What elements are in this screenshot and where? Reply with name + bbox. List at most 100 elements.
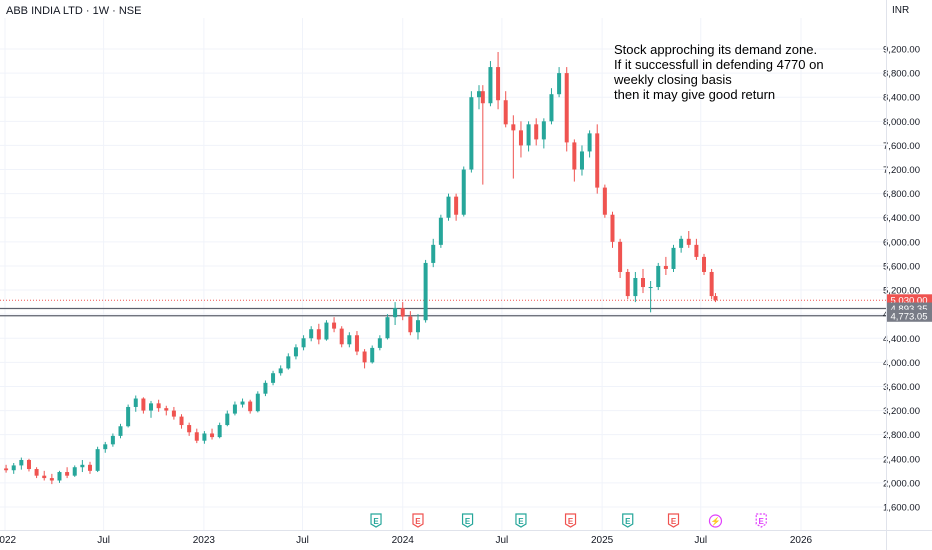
candle	[488, 61, 493, 107]
event-marker-earnings-good[interactable]: E	[370, 513, 382, 528]
candle-body	[149, 403, 154, 411]
candle	[480, 85, 485, 185]
event-marker-earnings-good[interactable]: E	[622, 513, 634, 528]
earnings-icon	[755, 513, 767, 528]
candle	[293, 344, 298, 360]
candle-body	[171, 410, 176, 417]
candle-body	[534, 124, 539, 140]
candle	[339, 326, 344, 348]
candle-body	[49, 478, 54, 481]
level-price-value: 4,893.35	[891, 304, 928, 315]
event-marker-dividend[interactable]: ⚡	[708, 514, 723, 528]
candle	[503, 91, 508, 128]
event-marker-earnings-good[interactable]: E	[515, 513, 527, 528]
candle	[255, 391, 260, 413]
candle	[286, 353, 291, 370]
candle	[618, 238, 623, 278]
candle-body	[370, 347, 375, 363]
x-tick-label: Jul	[694, 535, 707, 546]
event-marker-earnings-bad[interactable]: E	[667, 513, 680, 528]
annotation-text[interactable]: Stock approching its demand zone. If it …	[614, 42, 854, 102]
event-marker-earnings-bad[interactable]: E	[564, 513, 577, 528]
event-marker-earnings-bad[interactable]: E	[412, 513, 424, 528]
candle-body	[511, 124, 516, 131]
candle-body	[461, 169, 466, 215]
x-tick-label: 2025	[591, 535, 614, 546]
event-marker-letter: E	[373, 517, 379, 526]
candle	[309, 326, 314, 342]
candle-body	[526, 124, 531, 146]
candle	[362, 349, 367, 369]
event-marker-earnings-good[interactable]: E	[461, 513, 474, 528]
candle-body	[118, 426, 123, 436]
candle-body	[26, 459, 31, 470]
candle	[187, 422, 192, 436]
event-marker-earnings-upcoming[interactable]: E	[755, 513, 767, 528]
candle-body	[541, 121, 546, 140]
candle-body	[210, 433, 215, 438]
candle	[202, 431, 207, 444]
x-tick-label: Jul	[495, 535, 508, 546]
candle	[210, 428, 215, 440]
candle	[579, 145, 584, 176]
candle-body	[309, 329, 314, 339]
candle-body	[438, 217, 443, 245]
level-price-tag	[887, 309, 932, 322]
candle-body	[557, 73, 562, 95]
event-marker-letter: E	[759, 517, 765, 526]
candle-body	[423, 262, 428, 321]
candle	[248, 399, 253, 414]
candle	[301, 335, 306, 351]
time-axis[interactable]: 2022 Jul 2023 Jul 2024 Jul 2025 Jul 2026	[0, 530, 932, 547]
candle	[477, 85, 482, 110]
candle	[133, 395, 138, 412]
candle	[709, 268, 714, 300]
candle-body	[293, 347, 298, 357]
candle-body	[11, 465, 16, 471]
candle-body	[477, 91, 482, 98]
x-tick-label: Jul	[97, 535, 110, 546]
candle-body	[377, 338, 382, 348]
candle	[4, 464, 9, 473]
y-tick-label: 4,000.00	[883, 358, 920, 369]
x-tick-label: Jul	[296, 535, 309, 546]
candle-body	[194, 432, 199, 441]
earnings-icon	[370, 513, 382, 528]
candle-body	[225, 413, 230, 426]
candle	[400, 302, 405, 321]
candle-body	[187, 425, 192, 433]
candle	[141, 397, 146, 414]
candle	[671, 244, 676, 272]
candle	[34, 467, 39, 479]
candle-body	[686, 238, 691, 245]
dividend-icon	[708, 514, 723, 528]
candle-body	[103, 444, 108, 450]
currency-label[interactable]: INR	[892, 5, 910, 16]
candle	[11, 463, 16, 474]
candle	[686, 230, 691, 248]
candle	[408, 311, 413, 336]
earnings-icon	[564, 513, 577, 528]
candle-body	[301, 338, 306, 348]
candle-body	[385, 317, 390, 339]
annotation-line: then it may give good return	[614, 87, 776, 102]
x-tick-label: 2024	[392, 535, 415, 546]
candle	[602, 184, 607, 218]
candle-body	[656, 265, 661, 288]
candle	[57, 470, 62, 483]
candle	[663, 256, 668, 275]
candle	[496, 52, 501, 110]
candle	[324, 320, 329, 341]
candle	[557, 67, 562, 98]
candle-body	[408, 316, 413, 333]
candle	[179, 414, 184, 429]
event-markers[interactable]: E E E E E E E ⚡ E	[370, 513, 767, 528]
annotation-line: If it successfull in defending 4770 on	[614, 57, 824, 72]
candle	[42, 470, 47, 481]
y-tick-label: 3,600.00	[883, 382, 920, 393]
candle-body	[179, 416, 184, 426]
candle	[393, 302, 398, 326]
candle-body	[362, 351, 367, 363]
candle-body	[4, 468, 9, 471]
